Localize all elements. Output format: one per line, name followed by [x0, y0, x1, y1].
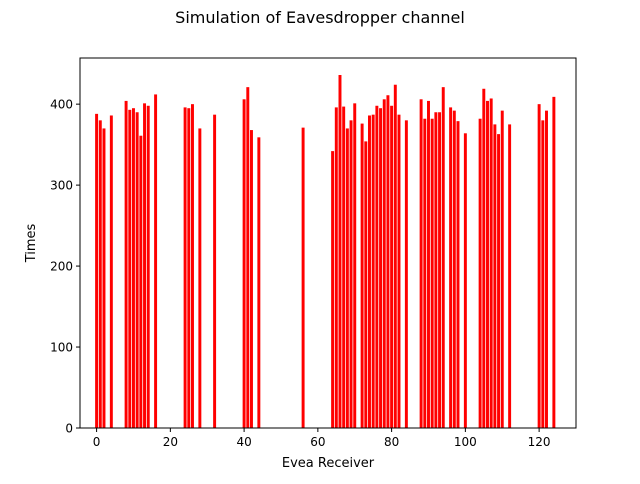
bar [109, 115, 113, 428]
bar [386, 95, 390, 429]
bar [95, 113, 99, 429]
bar [404, 120, 408, 428]
bar [128, 109, 132, 428]
bar [102, 128, 106, 428]
bar [187, 108, 191, 428]
bar [478, 118, 482, 428]
bar [382, 99, 386, 428]
y-tick-label: 400 [50, 98, 73, 112]
x-tick-label: 20 [163, 435, 178, 449]
bar [132, 108, 135, 428]
x-tick-label: 60 [310, 435, 325, 449]
x-tick-label: 40 [236, 435, 251, 449]
bar [493, 124, 497, 428]
bar [246, 87, 250, 429]
bar [423, 118, 427, 428]
bar [434, 112, 438, 428]
x-tick-label: 80 [384, 435, 399, 449]
bar [463, 133, 467, 429]
y-tick-label: 0 [65, 422, 73, 436]
bar [430, 118, 434, 428]
x-tick-label: 100 [454, 435, 477, 449]
bar [154, 94, 158, 429]
bar [124, 100, 128, 428]
bar [489, 98, 493, 428]
bar [371, 114, 375, 429]
bar [393, 84, 397, 428]
bar [379, 108, 383, 428]
bar [375, 105, 379, 429]
bar [397, 114, 401, 429]
bar [537, 104, 541, 429]
bar [331, 151, 335, 429]
bar [452, 110, 456, 428]
x-tick-label: 0 [93, 435, 101, 449]
bar [419, 99, 423, 428]
bar [364, 141, 368, 428]
bar [353, 103, 357, 428]
chart-title: Simulation of Eavesdropper channel [175, 8, 465, 27]
bar [545, 110, 548, 428]
bar [497, 134, 501, 429]
bar [456, 121, 460, 429]
bar [427, 100, 430, 428]
bar [338, 75, 342, 428]
bar [135, 112, 139, 428]
bar [250, 130, 253, 428]
y-tick-label: 100 [50, 341, 73, 355]
bar [98, 120, 102, 428]
plot-frame [79, 57, 577, 429]
bar [438, 112, 442, 428]
bar [349, 120, 353, 428]
bar [486, 100, 489, 428]
bar [441, 87, 445, 429]
bar [449, 107, 453, 428]
bar [242, 99, 246, 428]
bar-series [95, 75, 556, 429]
bar [301, 127, 305, 428]
bar [334, 107, 338, 428]
y-axis-label: Times [24, 223, 39, 263]
bar [390, 105, 394, 429]
bar [508, 124, 512, 428]
bar [342, 106, 346, 428]
bar [500, 110, 504, 428]
y-tick-label: 300 [50, 179, 73, 193]
y-axis-ticks: 0 100 200 300 400 [50, 98, 80, 436]
bar [146, 105, 150, 429]
x-axis-label: Evea Receiver [282, 456, 375, 471]
bar [360, 123, 364, 428]
bar [139, 135, 143, 428]
bar [257, 137, 261, 428]
bar [143, 103, 147, 428]
bar [345, 128, 349, 428]
y-tick-label: 200 [50, 260, 73, 274]
x-axis-ticks: 0 20 40 60 80 100 120 [93, 428, 551, 449]
x-tick-label: 120 [528, 435, 551, 449]
bar [198, 128, 202, 428]
bar [482, 88, 486, 429]
bar [191, 104, 194, 429]
bar [213, 114, 217, 429]
bar [552, 96, 556, 429]
bar [541, 120, 545, 428]
bar [368, 115, 371, 428]
bar [183, 107, 187, 428]
